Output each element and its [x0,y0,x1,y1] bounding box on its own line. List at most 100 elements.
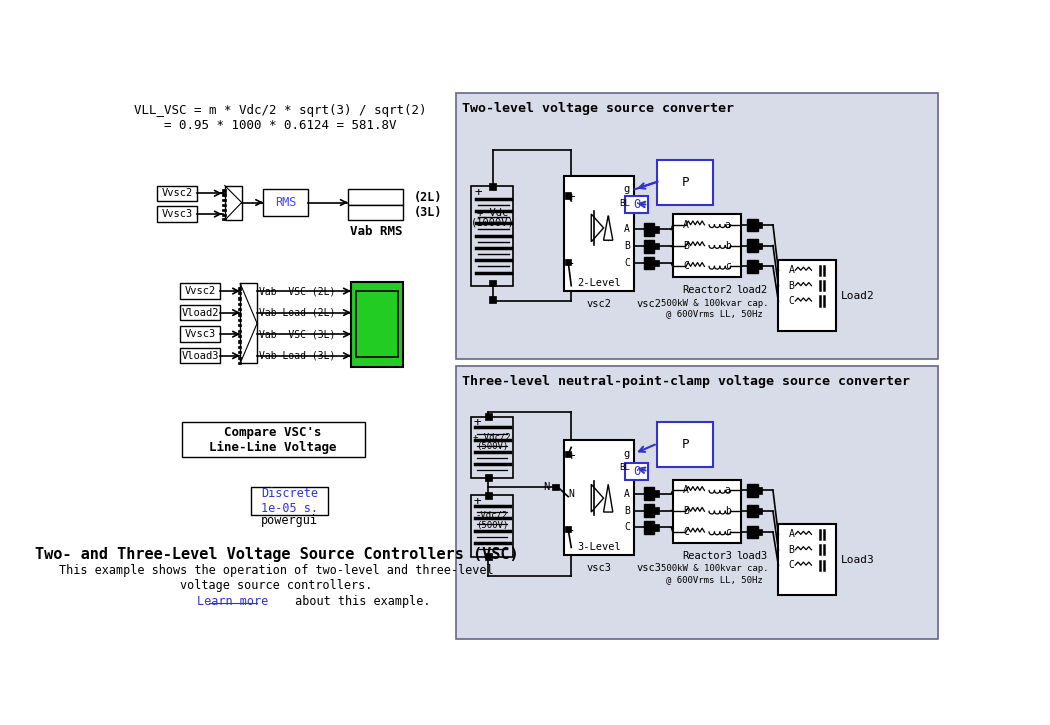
FancyBboxPatch shape [758,508,762,514]
Text: (3L): (3L) [414,206,442,219]
Text: C: C [789,560,794,570]
FancyBboxPatch shape [356,291,398,357]
Text: Vab RMS: Vab RMS [351,225,403,239]
Text: Three-level neutral-point-clamp voltage source converter: Three-level neutral-point-clamp voltage … [462,375,910,388]
Text: N: N [568,489,574,499]
FancyBboxPatch shape [758,243,762,249]
Text: a: a [724,220,731,230]
Text: +: + [567,450,575,463]
FancyBboxPatch shape [238,351,240,353]
Text: Reactor3: Reactor3 [681,550,732,560]
FancyBboxPatch shape [564,175,634,291]
FancyBboxPatch shape [240,283,257,363]
FancyBboxPatch shape [181,283,220,299]
Text: vsc2: vsc2 [636,299,662,309]
Text: RMS: RMS [275,196,296,209]
FancyBboxPatch shape [644,223,654,236]
Text: g: g [624,449,630,458]
FancyBboxPatch shape [625,463,648,480]
Text: A: A [624,225,630,234]
Text: VLL_VSC = m * Vdc/2 * sqrt(3) / sqrt(2): VLL_VSC = m * Vdc/2 * sqrt(3) / sqrt(2) [134,104,426,117]
FancyBboxPatch shape [225,186,242,220]
FancyBboxPatch shape [485,553,492,560]
FancyBboxPatch shape [489,280,496,286]
Text: Vvsc3: Vvsc3 [185,329,215,339]
Text: = 0.95 * 1000 * 0.6124 = 581.8V: = 0.95 * 1000 * 0.6124 = 581.8V [164,120,397,133]
Text: A: A [624,489,630,499]
Text: +: + [474,416,481,429]
FancyBboxPatch shape [747,260,758,273]
FancyBboxPatch shape [223,218,226,220]
FancyBboxPatch shape [238,330,240,332]
Text: 2-Level: 2-Level [578,278,621,289]
Text: Vab  VSC (2L): Vab VSC (2L) [259,286,336,296]
Text: Learn more: Learn more [196,595,268,608]
FancyBboxPatch shape [778,260,836,331]
Text: + Vdc: + Vdc [477,207,508,218]
Text: +: + [567,191,575,204]
Text: C: C [682,527,689,537]
FancyBboxPatch shape [223,214,226,216]
Text: B: B [624,241,630,252]
Text: (2L): (2L) [414,191,442,204]
FancyBboxPatch shape [654,226,659,233]
Text: Load3: Load3 [841,555,875,565]
FancyBboxPatch shape [485,413,492,420]
Text: load3: load3 [736,550,768,560]
FancyBboxPatch shape [223,199,226,201]
Text: 500kW & 100kvar cap.
@ 600Vrms LL, 50Hz: 500kW & 100kvar cap. @ 600Vrms LL, 50Hz [660,299,769,318]
Text: 0: 0 [633,199,640,211]
FancyBboxPatch shape [758,529,762,535]
FancyBboxPatch shape [223,204,226,207]
FancyBboxPatch shape [565,451,571,457]
Text: about this example.: about this example. [288,595,430,608]
FancyBboxPatch shape [758,487,762,494]
FancyBboxPatch shape [485,474,492,481]
Text: BL: BL [620,463,630,472]
Text: + Vdc/2: + Vdc/2 [474,432,510,441]
Text: Vload2: Vload2 [182,307,218,318]
Text: C: C [624,523,630,532]
FancyBboxPatch shape [747,526,758,538]
FancyBboxPatch shape [251,487,328,515]
Text: g: g [624,184,630,194]
Polygon shape [604,484,613,512]
Text: Vab Load (3L): Vab Load (3L) [259,351,336,361]
FancyBboxPatch shape [654,507,659,513]
FancyBboxPatch shape [238,292,240,294]
FancyBboxPatch shape [351,282,403,367]
FancyBboxPatch shape [489,183,496,190]
FancyBboxPatch shape [181,326,220,342]
FancyBboxPatch shape [565,259,571,265]
FancyBboxPatch shape [673,214,740,277]
FancyBboxPatch shape [657,160,713,204]
Text: Vab  VSC (3L): Vab VSC (3L) [259,329,336,339]
Text: A: A [789,529,794,539]
FancyBboxPatch shape [471,417,513,478]
Text: C: C [682,262,689,271]
FancyBboxPatch shape [223,189,226,191]
Text: This example shows the operation of two-level and three-level
voltage source con: This example shows the operation of two-… [59,564,494,592]
FancyBboxPatch shape [747,505,758,518]
FancyBboxPatch shape [644,505,654,517]
Text: A: A [682,220,689,230]
FancyBboxPatch shape [238,297,240,299]
FancyBboxPatch shape [644,257,654,270]
Text: (1000V): (1000V) [470,218,514,228]
FancyBboxPatch shape [758,222,762,228]
Text: 3-Level: 3-Level [578,542,621,552]
Text: (500V): (500V) [476,521,508,530]
FancyBboxPatch shape [456,365,938,639]
Text: B: B [682,506,689,516]
Text: B: B [624,505,630,515]
Text: C: C [789,296,794,306]
Text: C: C [624,258,630,268]
FancyBboxPatch shape [657,422,713,467]
FancyBboxPatch shape [654,524,659,531]
Text: a: a [724,486,731,495]
FancyBboxPatch shape [238,313,240,315]
Text: -: - [567,257,575,270]
FancyBboxPatch shape [238,287,240,289]
FancyBboxPatch shape [238,362,240,364]
FancyBboxPatch shape [564,439,634,555]
